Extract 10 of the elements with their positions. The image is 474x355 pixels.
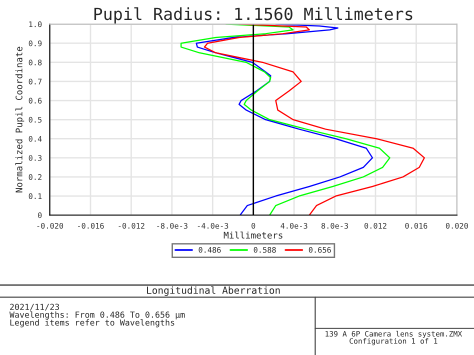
text: Longitudinal Aberration — [147, 286, 280, 296]
line-series — [196, 24, 374, 216]
line-series — [204, 24, 425, 216]
text: Legend items refer to Wavelengths — [10, 319, 174, 328]
line-series — [180, 24, 390, 216]
text: Wavelengths: From 0.486 To 0.656 µm — [9, 311, 185, 320]
x-axis-title: Millimeters — [224, 232, 282, 239]
chart-title: Pupil Radius: 1.1560 Millimeters — [94, 7, 412, 24]
y-axis-title: Normalized Pupil Coordinate — [15, 46, 24, 192]
text: 2021/11/23 — [10, 304, 60, 311]
